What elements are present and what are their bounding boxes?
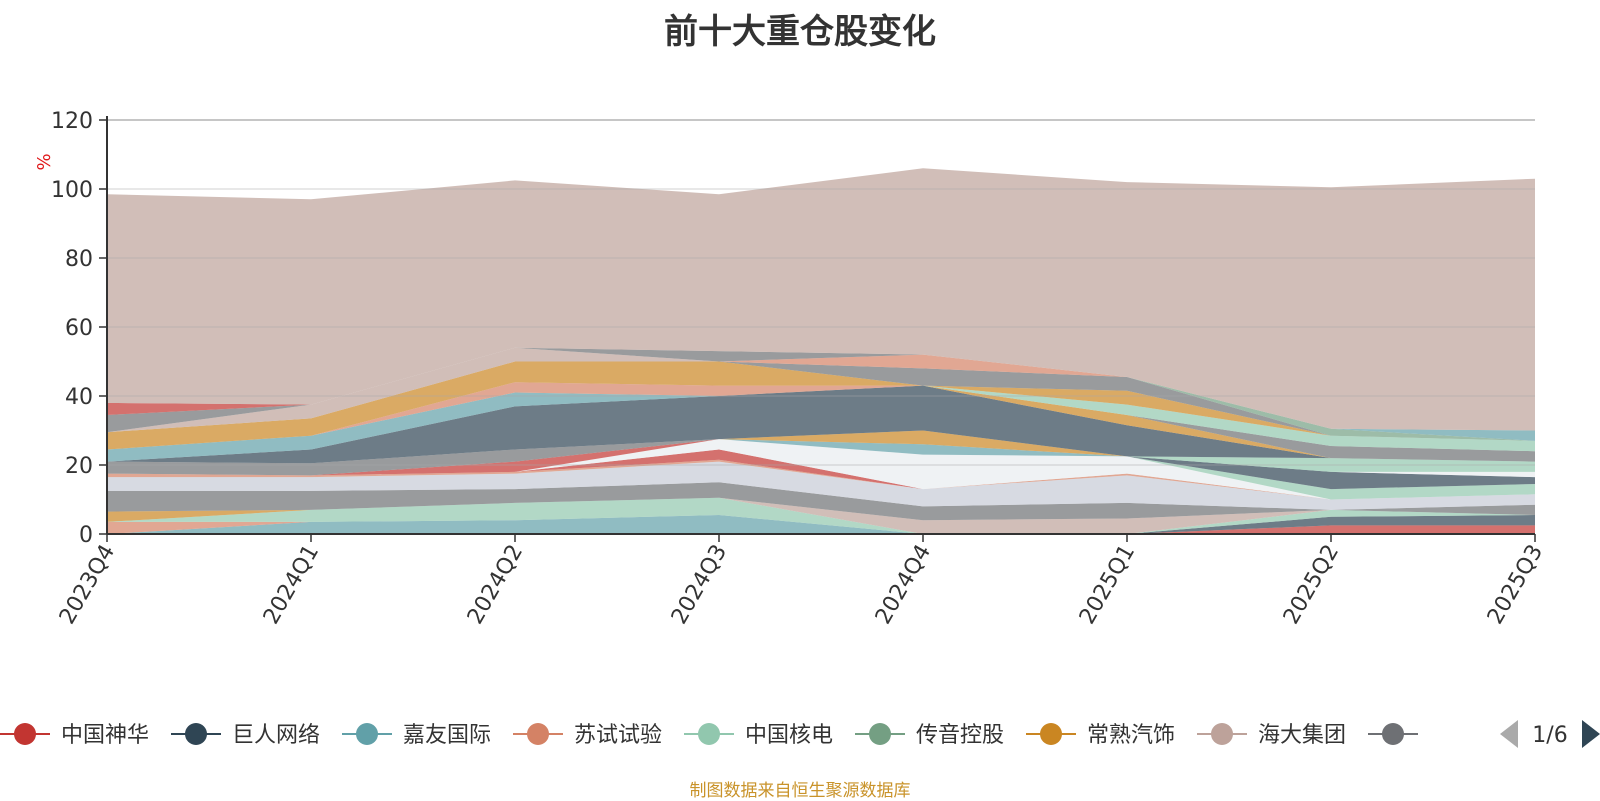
legend-item[interactable]: 中国核电 bbox=[684, 723, 833, 748]
legend-circle-icon bbox=[527, 723, 549, 745]
area-series-19[interactable] bbox=[107, 430, 1535, 478]
legend-item[interactable]: 中国神华 bbox=[0, 723, 149, 748]
area-series-1[interactable] bbox=[107, 515, 1535, 534]
area-series-14[interactable] bbox=[107, 439, 1535, 500]
legend-item-truncated[interactable] bbox=[1368, 723, 1418, 745]
legend-label: 苏试试验 bbox=[574, 723, 662, 748]
legend-circle-icon bbox=[1040, 723, 1062, 745]
y-tick-label: 100 bbox=[51, 178, 93, 203]
area-series-25[interactable] bbox=[107, 385, 1535, 452]
area-series-24[interactable] bbox=[107, 385, 1535, 462]
area-series-32[interactable] bbox=[107, 347, 1535, 433]
legend-item[interactable]: 海大集团 bbox=[1197, 723, 1346, 748]
legend-circle-icon bbox=[356, 723, 378, 745]
x-tick-label: 2024Q3 bbox=[667, 541, 732, 629]
area-series-21[interactable] bbox=[107, 385, 1535, 464]
chart-title: 前十大重仓股变化 bbox=[664, 12, 936, 52]
area-series-8[interactable] bbox=[107, 482, 1535, 521]
legend-label: 中国核电 bbox=[745, 723, 833, 748]
legend-item[interactable]: 苏试试验 bbox=[513, 723, 662, 748]
legend-circle-icon bbox=[1211, 723, 1233, 745]
y-tick-label: 0 bbox=[79, 523, 93, 548]
area-series-18[interactable] bbox=[107, 430, 1535, 490]
legend-page-indicator: 1/6 bbox=[1532, 723, 1567, 748]
x-tick-label: 2025Q2 bbox=[1279, 541, 1344, 629]
legend-prev-arrow-icon[interactable] bbox=[1500, 720, 1518, 748]
legend-label: 传音控股 bbox=[916, 723, 1004, 748]
area-series-27[interactable] bbox=[107, 361, 1535, 450]
area-series-9[interactable] bbox=[107, 461, 1535, 510]
legend-item[interactable]: 常熟汽饰 bbox=[1026, 723, 1175, 748]
x-tick-label: 2025Q3 bbox=[1483, 541, 1548, 629]
y-tick-label: 40 bbox=[65, 385, 93, 410]
area-series-20[interactable] bbox=[107, 430, 1535, 472]
y-tick-label: 20 bbox=[65, 454, 93, 479]
legend-next-arrow-icon[interactable] bbox=[1582, 720, 1600, 748]
y-tick-label: 80 bbox=[65, 247, 93, 272]
legend-circle-icon bbox=[185, 723, 207, 745]
legend-label: 海大集团 bbox=[1258, 723, 1346, 748]
x-tick-label: 2024Q1 bbox=[259, 541, 324, 629]
legend-circle-icon bbox=[14, 723, 36, 745]
legend-circle-icon bbox=[1382, 723, 1404, 745]
x-tick-label: 2024Q4 bbox=[871, 541, 936, 629]
area-series-23[interactable] bbox=[107, 385, 1535, 462]
y-tick-label: 60 bbox=[65, 316, 93, 341]
legend-label: 巨人网络 bbox=[232, 723, 320, 748]
legend-circle-icon bbox=[698, 723, 720, 745]
y-tick-label: 120 bbox=[51, 109, 93, 134]
legend-label: 常熟汽饰 bbox=[1087, 723, 1175, 748]
data-source-note: 制图数据来自恒生聚源数据库 bbox=[689, 781, 911, 801]
legend-item[interactable]: 巨人网络 bbox=[171, 723, 320, 748]
x-tick-label: 2023Q4 bbox=[55, 541, 120, 629]
area-series-26[interactable] bbox=[107, 382, 1535, 450]
area-series-15[interactable] bbox=[107, 439, 1535, 500]
legend-label: 嘉友国际 bbox=[403, 723, 491, 748]
area-series-7[interactable] bbox=[107, 497, 1535, 534]
x-tick-label: 2024Q2 bbox=[463, 541, 528, 629]
legend-item[interactable]: 传音控股 bbox=[855, 723, 1004, 748]
legend-circle-icon bbox=[869, 723, 891, 745]
area-series-31[interactable] bbox=[107, 354, 1535, 441]
legend-label: 中国神华 bbox=[61, 723, 149, 748]
legend-item[interactable]: 嘉友国际 bbox=[342, 723, 491, 748]
y-axis-unit: % bbox=[34, 153, 55, 170]
x-tick-label: 2025Q1 bbox=[1075, 541, 1140, 629]
area-series-4[interactable] bbox=[107, 497, 1535, 534]
area-series-12[interactable] bbox=[107, 439, 1535, 500]
area-series-35[interactable] bbox=[107, 168, 1535, 431]
